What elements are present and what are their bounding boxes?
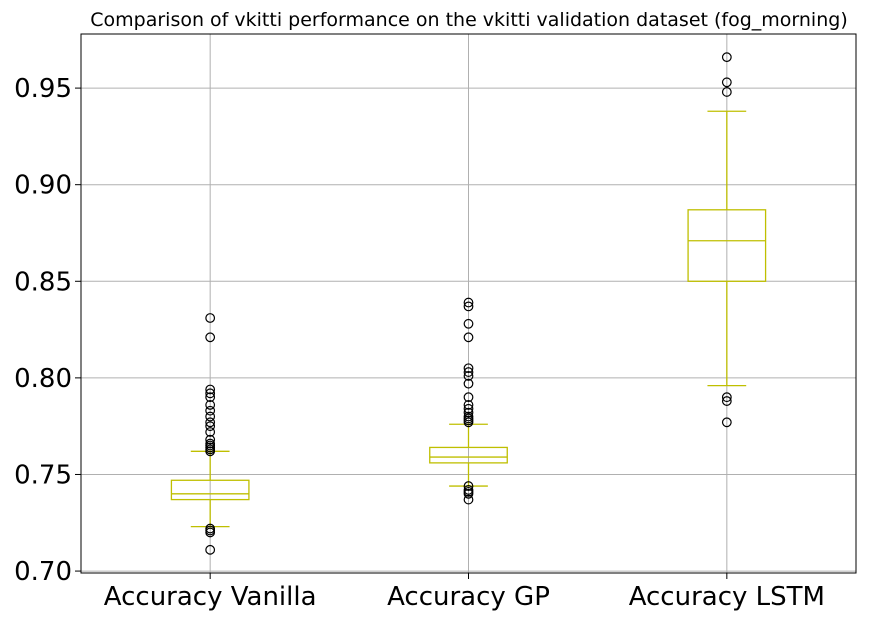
chart-title: Comparison of vkitti performance on the …: [90, 9, 847, 31]
x-tick-label: Accuracy LSTM: [629, 582, 825, 612]
tick-layer: 0.70 0.75 0.80 0.85 0.90 0.95 Accuracy Vanilla…: [14, 74, 825, 612]
grid-layer: [81, 34, 856, 573]
y-tick-label: 0.90: [14, 171, 72, 201]
y-tick-label: 0.80: [14, 364, 72, 394]
x-tick-label: Accuracy Vanilla: [104, 582, 317, 612]
y-tick-label: 0.85: [14, 267, 72, 297]
y-tick-label: 0.95: [14, 74, 72, 104]
y-tick-label: 0.70: [14, 557, 72, 587]
y-tick-label: 0.75: [14, 460, 72, 490]
x-tick-label: Accuracy GP: [387, 582, 550, 612]
